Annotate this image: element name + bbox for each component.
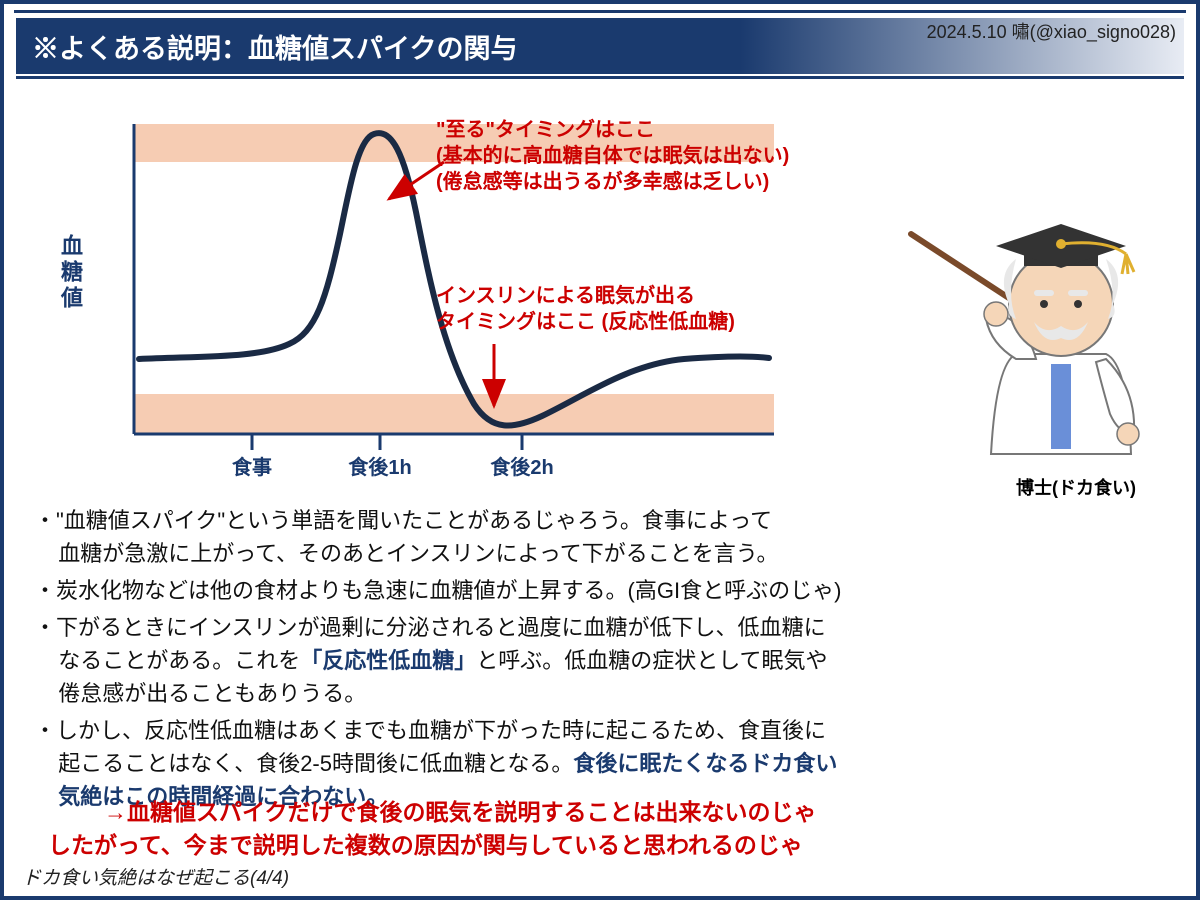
body-text: ・"血糖値スパイク"という単語を聞いたことがあるじゃろう。食事によって 血糖が急… <box>34 504 1176 817</box>
y-axis-label: 血糖値 <box>54 234 86 312</box>
svg-text:"至る"タイミングはここ: "至る"タイミングはここ <box>436 117 655 141</box>
professor-caption: 博士(ドカ食い) <box>1016 474 1136 500</box>
chart-svg: 食事 食後1h 食後2h "至る"タイミングはここ(基本的に高血糖自体では眠気は出ない… <box>44 94 804 484</box>
para-3: ・下がるときにインスリンが過剰に分泌されると過度に血糖が低下し、低血糖に なるこ… <box>34 611 1176 710</box>
para-2: ・炭水化物などは他の食材よりも急速に血糖値が上昇する。(高GI食と呼ぶのじゃ) <box>34 574 1176 607</box>
professor-illustration <box>896 154 1176 474</box>
svg-text:(基本的に高血糖自体では眠気は出ない): (基本的に高血糖自体では眠気は出ない) <box>436 143 789 167</box>
blood-sugar-chart: 食事 食後1h 食後2h "至る"タイミングはここ(基本的に高血糖自体では眠気は出ない… <box>44 94 804 484</box>
svg-text:食事: 食事 <box>232 455 272 479</box>
svg-text:インスリンによる眠気が出る: インスリンによる眠気が出る <box>436 283 695 307</box>
para-1: ・"血糖値スパイク"という単語を聞いたことがあるじゃろう。食事によって 血糖が急… <box>34 504 1176 570</box>
page-title: ※よくある説明：血糖値スパイクの関与 <box>32 27 517 66</box>
top-accent-line <box>14 10 1186 13</box>
svg-text:(倦怠感等は出うるが多幸感は乏しい): (倦怠感等は出うるが多幸感は乏しい) <box>436 169 769 193</box>
conclusion-line-1: →血糖値スパイクだけで食後の眠気を説明することは出来ないのじゃ <box>104 796 1176 829</box>
credit-text: 2024.5.10 嘯(@xiao_signo028) <box>927 18 1176 44</box>
svg-text:食後2h: 食後2h <box>490 455 553 479</box>
reactive-hypoglycemia-term: 「反応性低血糖」 <box>300 648 476 673</box>
svg-text:タイミングはここ (反応性低血糖): タイミングはここ (反応性低血糖) <box>436 309 735 333</box>
svg-text:食後1h: 食後1h <box>348 455 411 479</box>
footer-text: ドカ食い気絶はなぜ起こる(4/4) <box>22 863 289 890</box>
professor-svg <box>896 154 1176 474</box>
emphasis-timing-1: 食後に眠たくなるドカ食い <box>573 751 837 776</box>
header-underline <box>16 76 1184 79</box>
conclusion-line-2: したがって、今まで説明した複数の原因が関与していると思われるのじゃ <box>48 829 1176 862</box>
conclusion-text: →血糖値スパイクだけで食後の眠気を説明することは出来ないのじゃ したがって、今ま… <box>104 796 1176 863</box>
